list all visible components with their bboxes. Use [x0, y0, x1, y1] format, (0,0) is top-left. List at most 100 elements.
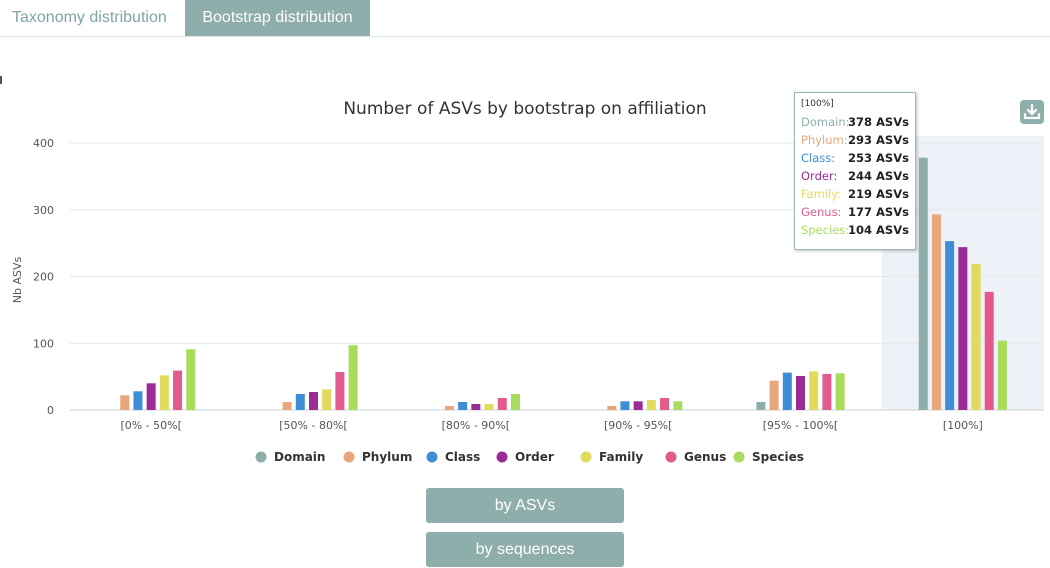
tooltip-series-value: 104 ASVs: [848, 223, 909, 237]
bar-species[interactable]: [186, 349, 196, 410]
bar-order[interactable]: [309, 391, 318, 410]
legend-item-class[interactable]: Class: [426, 450, 481, 464]
legend-item-genus[interactable]: Genus: [665, 450, 727, 464]
legend-item-phylum[interactable]: Phylum: [343, 450, 413, 464]
y-tick-label: 0: [47, 404, 54, 417]
bar-order[interactable]: [633, 401, 643, 410]
legend-item-order[interactable]: Order: [496, 450, 554, 464]
tooltip-row: Order: 244 ASVs: [801, 167, 909, 185]
tooltip-series-label: Order:: [801, 169, 838, 183]
x-tick-label: [95% - 100%[: [763, 419, 838, 432]
legend-marker: [343, 451, 355, 463]
tooltip-row: Domain:378 ASVs: [801, 113, 909, 131]
download-button[interactable]: [1020, 100, 1044, 124]
y-tick-label: 200: [33, 271, 54, 284]
tooltip-header: [100%]: [801, 99, 834, 109]
bar-genus[interactable]: [497, 397, 507, 410]
bar-species[interactable]: [510, 393, 520, 410]
bar-domain[interactable]: [918, 157, 928, 410]
legend-label: Species: [752, 450, 804, 464]
by-asvs-button[interactable]: by ASVs: [426, 488, 624, 523]
tooltip-series-label: Phylum:: [801, 133, 848, 147]
tooltip-series-value: 378 ASVs: [848, 115, 909, 129]
legend-label: Phylum: [362, 450, 412, 464]
bar-family[interactable]: [646, 399, 656, 410]
legend-marker: [733, 451, 745, 463]
bar-genus[interactable]: [984, 291, 994, 410]
tooltip-row: Phylum:293 ASVs: [801, 131, 909, 149]
bar-species[interactable]: [997, 340, 1007, 410]
bar-phylum[interactable]: [444, 405, 454, 410]
bar-order[interactable]: [471, 403, 481, 410]
y-tick-label: 100: [33, 337, 54, 350]
legend-item-family[interactable]: Family: [580, 450, 644, 464]
tab-bar: Taxonomy distribution Bootstrap distribu…: [0, 0, 1050, 37]
x-tick-label: [50% - 80%[: [279, 419, 347, 432]
bar-class[interactable]: [458, 401, 468, 410]
legend-label: Order: [515, 450, 554, 464]
bar-family[interactable]: [322, 389, 332, 410]
tooltip-row: Genus: 177 ASVs: [801, 203, 909, 221]
tooltip-series-label: Genus:: [801, 205, 842, 219]
tooltip-series-label: Class:: [801, 151, 836, 165]
bootstrap-chart: Number of ASVs by bootstrap on affiliati…: [11, 99, 1044, 464]
tab-bootstrap-distribution[interactable]: Bootstrap distribution: [185, 0, 370, 36]
bar-family[interactable]: [159, 375, 169, 410]
tooltip-series-value: 293 ASVs: [848, 133, 909, 147]
bar-phylum[interactable]: [931, 214, 941, 410]
tooltip: [100%] Domain:378 ASVs Phylum:293 ASVs Cla…: [794, 92, 916, 250]
tooltip-row: Family: 219 ASVs: [801, 185, 909, 203]
x-tick-label: [80% - 90%[: [442, 419, 510, 432]
legend-item-species[interactable]: Species: [733, 450, 804, 464]
legend-marker: [580, 451, 592, 463]
bar-domain[interactable]: [756, 401, 766, 410]
legend-marker: [496, 451, 508, 463]
bar-genus[interactable]: [822, 373, 832, 410]
bar-species[interactable]: [835, 373, 845, 410]
bar-order[interactable]: [958, 247, 968, 410]
bar-order[interactable]: [796, 375, 805, 410]
download-icon: [1023, 103, 1041, 120]
bar-class[interactable]: [945, 241, 955, 410]
bar-phylum[interactable]: [120, 395, 130, 410]
tooltip-series-label: Domain:: [801, 115, 850, 129]
tooltip-row: Species:104 ASVs: [801, 221, 909, 239]
tooltip-series-value: 177 ASVs: [848, 205, 909, 219]
bar-family[interactable]: [484, 403, 494, 410]
bar-phylum[interactable]: [282, 401, 292, 410]
tab-taxonomy-distribution[interactable]: Taxonomy distribution: [12, 9, 167, 26]
y-tick-label: 400: [33, 137, 54, 150]
legend-marker: [255, 451, 267, 463]
legend-item-domain[interactable]: Domain: [255, 450, 326, 464]
tooltip-series-label: Family:: [801, 187, 842, 201]
bar-class[interactable]: [295, 393, 305, 410]
bar-family[interactable]: [971, 263, 981, 410]
x-tick-label: [100%]: [943, 419, 983, 432]
legend-marker: [426, 451, 438, 463]
bar-species[interactable]: [673, 401, 683, 410]
y-axis-label: Nb ASVs: [11, 257, 24, 304]
bar-genus[interactable]: [660, 397, 670, 410]
x-tick-label: [0% - 50%[: [120, 419, 181, 432]
bar-class[interactable]: [782, 372, 792, 410]
by-sequences-button[interactable]: by sequences: [426, 532, 624, 567]
bar-class[interactable]: [620, 401, 630, 410]
legend-label: Domain: [274, 450, 325, 464]
tooltip-series-label: Species:: [801, 223, 850, 237]
bar-phylum[interactable]: [769, 380, 779, 410]
bar-species[interactable]: [348, 345, 358, 410]
bar-class[interactable]: [133, 391, 143, 410]
tooltip-row: Class: 253 ASVs: [801, 149, 909, 167]
x-tick-label: [90% - 95%[: [604, 419, 672, 432]
tooltip-series-value: 219 ASVs: [848, 187, 909, 201]
legend-label: Class: [445, 450, 480, 464]
bar-genus[interactable]: [335, 371, 345, 410]
tooltip-series-value: 253 ASVs: [848, 151, 909, 165]
bar-family[interactable]: [809, 371, 819, 410]
bar-genus[interactable]: [173, 370, 183, 410]
legend-label: Genus: [684, 450, 726, 464]
bar-order[interactable]: [146, 383, 156, 410]
chart-title: Number of ASVs by bootstrap on affiliati…: [343, 99, 706, 119]
edge-marker: [0, 76, 2, 84]
bar-phylum[interactable]: [607, 405, 617, 410]
